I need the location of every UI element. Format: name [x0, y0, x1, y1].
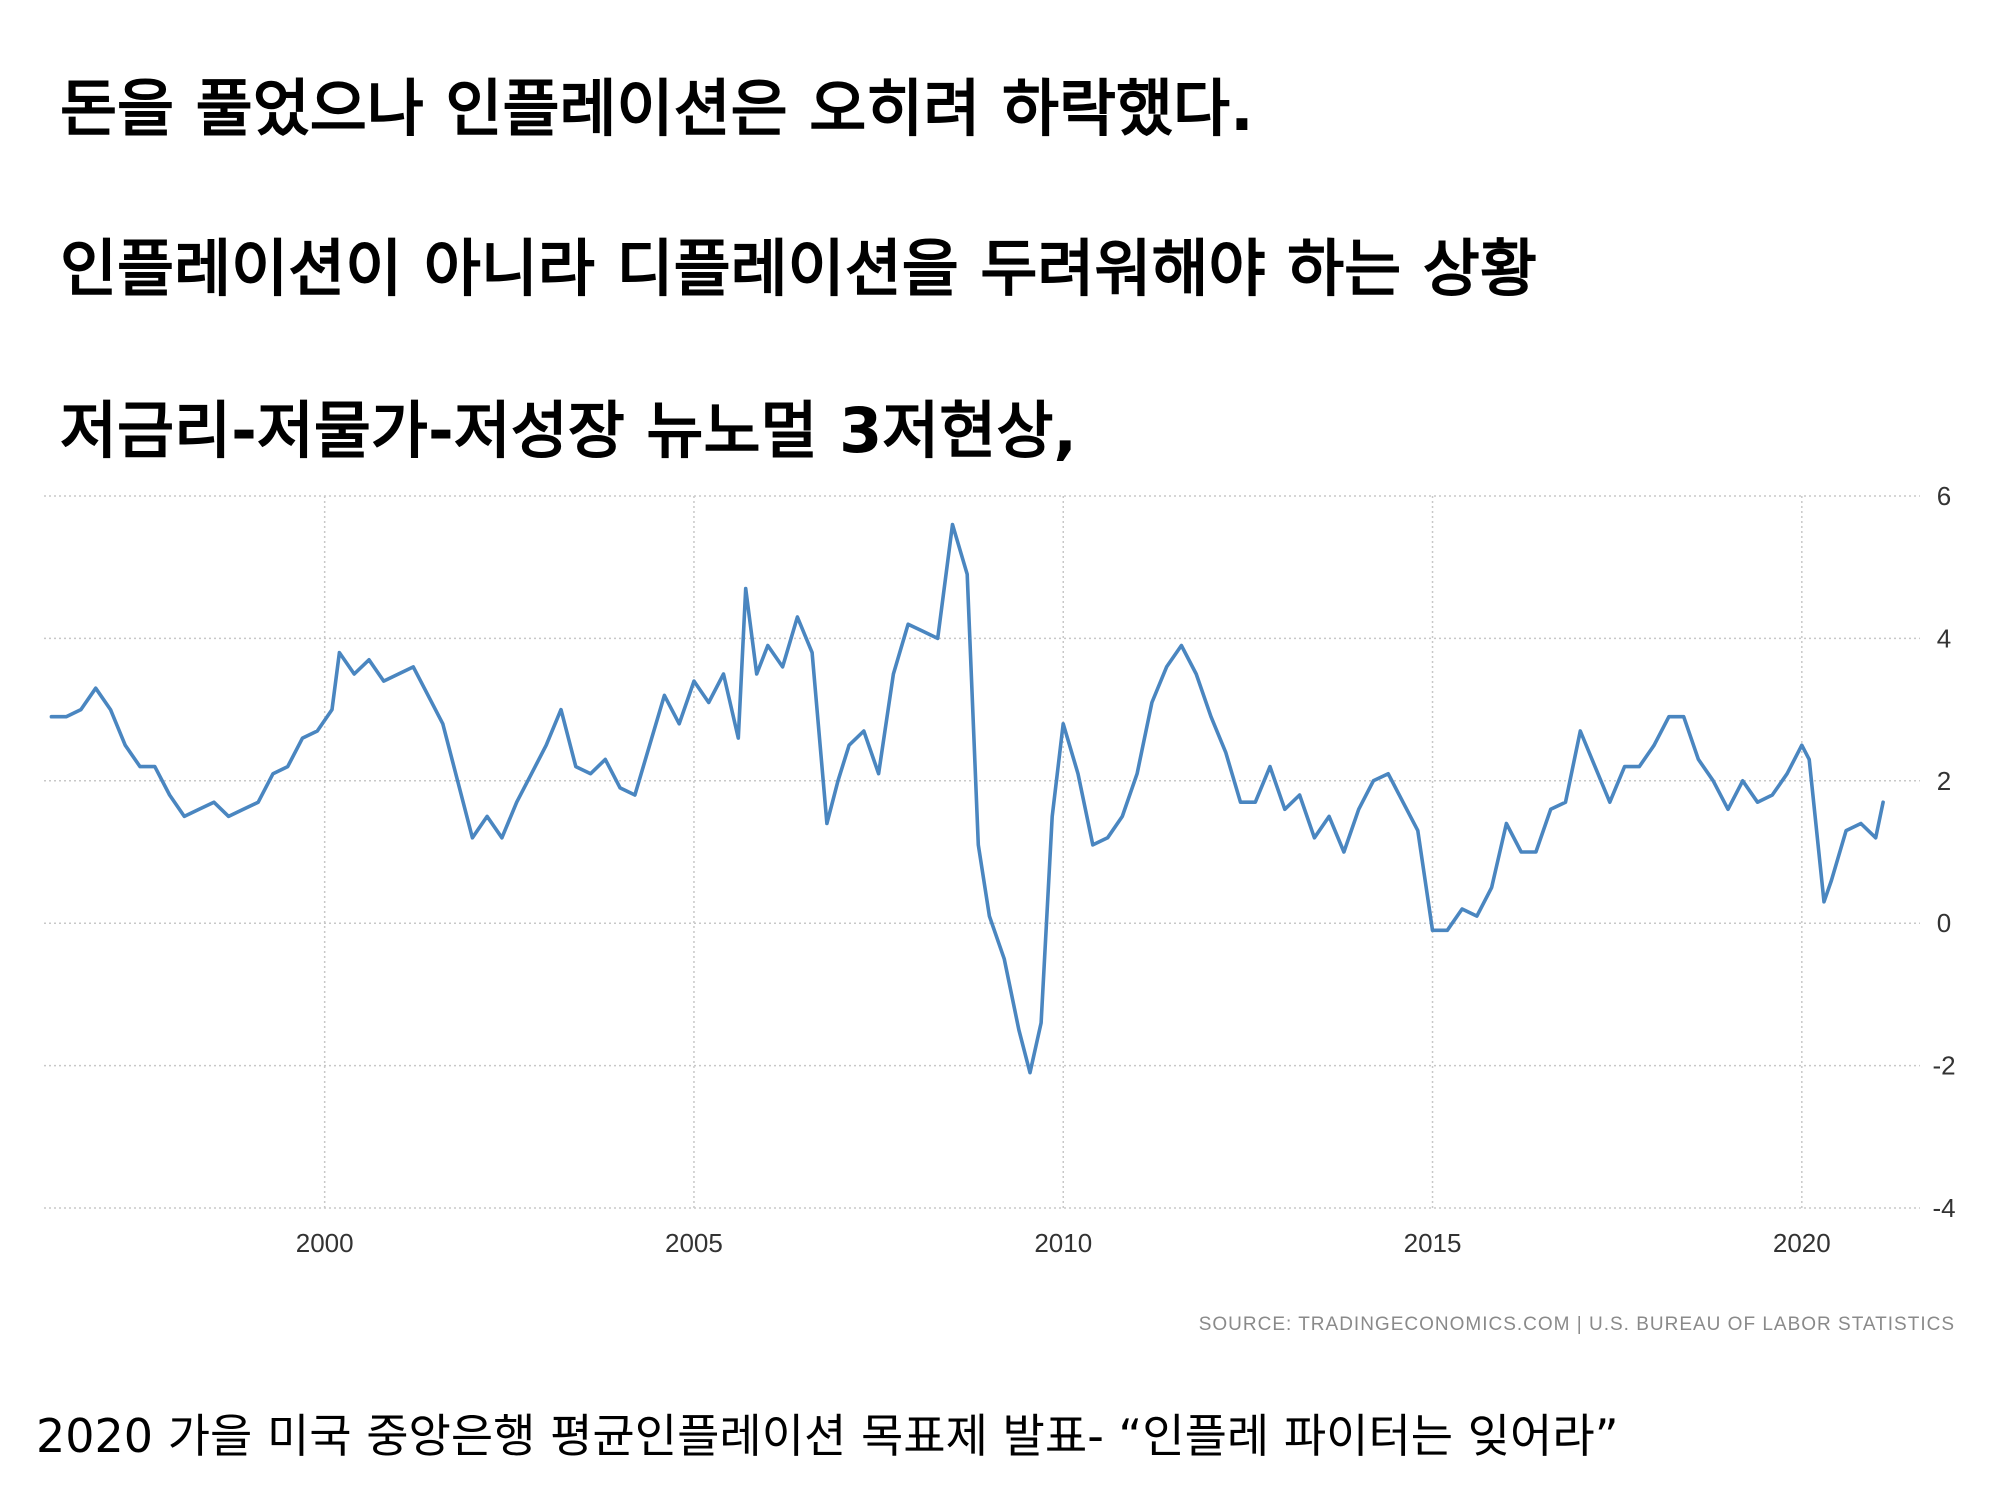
- headline-3: 저금리-저물가-저성장 뉴노멀 3저현상,: [60, 394, 1077, 467]
- y-tick-label: 6: [1937, 481, 1951, 511]
- x-tick-label: 2020: [1773, 1228, 1831, 1258]
- series-line: [49, 522, 1885, 1075]
- y-tick-label: 0: [1937, 908, 1951, 938]
- y-tick-label: 2: [1937, 766, 1951, 796]
- chart-grid: [44, 495, 1920, 1209]
- y-tick-label: -2: [1932, 1051, 1955, 1081]
- x-tick-label: 2000: [296, 1228, 354, 1258]
- chart-source: SOURCE: TRADINGECONOMICS.COM | U.S. BURE…: [1199, 1314, 1955, 1335]
- y-tick-label: 4: [1937, 623, 1951, 653]
- chart-axis-ticks: 6 4 2 0 -2 -4 2000 2005 2010 2015 2020: [296, 481, 1956, 1258]
- x-tick-label: 2005: [665, 1228, 723, 1258]
- headline-2: 인플레이션이 아니라 디플레이션을 두려워해야 하는 상황: [60, 232, 1537, 305]
- y-tick-label: -4: [1932, 1193, 1955, 1223]
- caption: 2020 가을 미국 중앙은행 평균인플레이션 목표제 발표- “인플레 파이터…: [36, 1409, 1619, 1463]
- x-tick-label: 2015: [1404, 1228, 1462, 1258]
- headline-1: 돈을 풀었으나 인플레이션은 오히려 하락했다.: [60, 72, 1254, 145]
- x-tick-label: 2010: [1034, 1228, 1092, 1258]
- inflation-line-chart: 6 4 2 0 -2 -4 2000 2005 2010 2015 2020 SOURCE: TRA…: [44, 481, 1956, 1335]
